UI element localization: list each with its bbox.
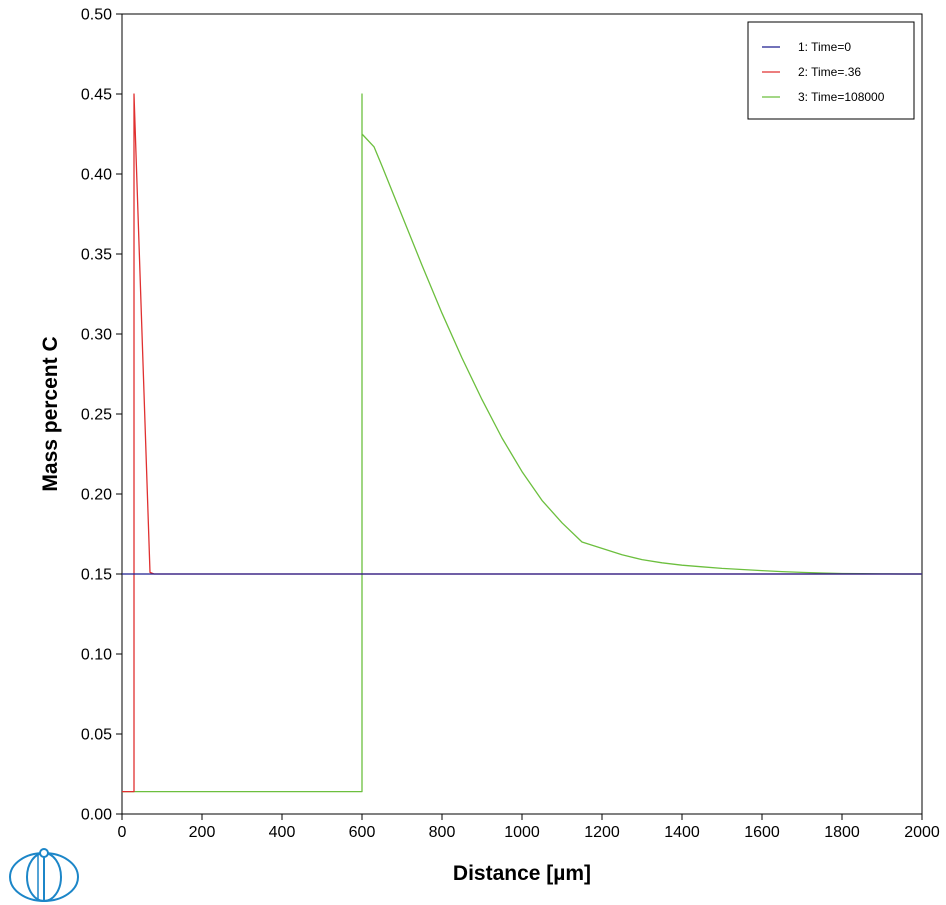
thermo-calc-logo-icon [9, 848, 79, 902]
series-line-3 [122, 93, 922, 793]
x-axis-title: Distance [µm] [453, 862, 591, 885]
legend-label-1: 1: Time=0 [798, 40, 851, 54]
y-tick-label: 0.00 [81, 807, 112, 824]
x-tick-label: 0 [118, 824, 127, 841]
x-tick-label: 800 [429, 824, 456, 841]
x-tick-label: 1000 [504, 824, 540, 841]
legend-label-3: 3: Time=108000 [798, 90, 885, 104]
legend: 1: Time=0 2: Time=.36 3: Time=108000 [747, 21, 915, 120]
legend-box [747, 21, 915, 120]
x-tick-label: 1400 [664, 824, 700, 841]
y-tick-label: 0.15 [81, 567, 112, 584]
x-axis: 0 200 400 600 800 1000 1200 1400 1600 1800 2000 [118, 814, 940, 841]
x-tick-label: 400 [269, 824, 296, 841]
y-axis-title: Mass percent C [39, 336, 62, 491]
y-tick-label: 0.45 [81, 87, 112, 104]
series-layer [122, 93, 922, 793]
y-tick-label: 0.05 [81, 727, 112, 744]
y-tick-label: 0.10 [81, 647, 112, 664]
plot-area [121, 13, 923, 815]
x-tick-label: 1800 [824, 824, 860, 841]
x-tick-label: 1200 [584, 824, 620, 841]
legend-label-2: 2: Time=.36 [798, 65, 861, 79]
x-tick-label: 1600 [744, 824, 780, 841]
y-tick-label: 0.30 [81, 327, 112, 344]
y-tick-label: 0.50 [81, 7, 112, 24]
y-tick-label: 0.35 [81, 247, 112, 264]
x-tick-label: 600 [349, 824, 376, 841]
y-tick-label: 0.40 [81, 167, 112, 184]
x-tick-label: 200 [189, 824, 216, 841]
y-tick-label: 0.20 [81, 487, 112, 504]
y-tick-label: 0.25 [81, 407, 112, 424]
x-tick-label: 2000 [904, 824, 940, 841]
y-axis: 0.00 0.05 0.10 0.15 0.20 0.25 0.30 0.35 0.40 0.45… [81, 7, 122, 824]
